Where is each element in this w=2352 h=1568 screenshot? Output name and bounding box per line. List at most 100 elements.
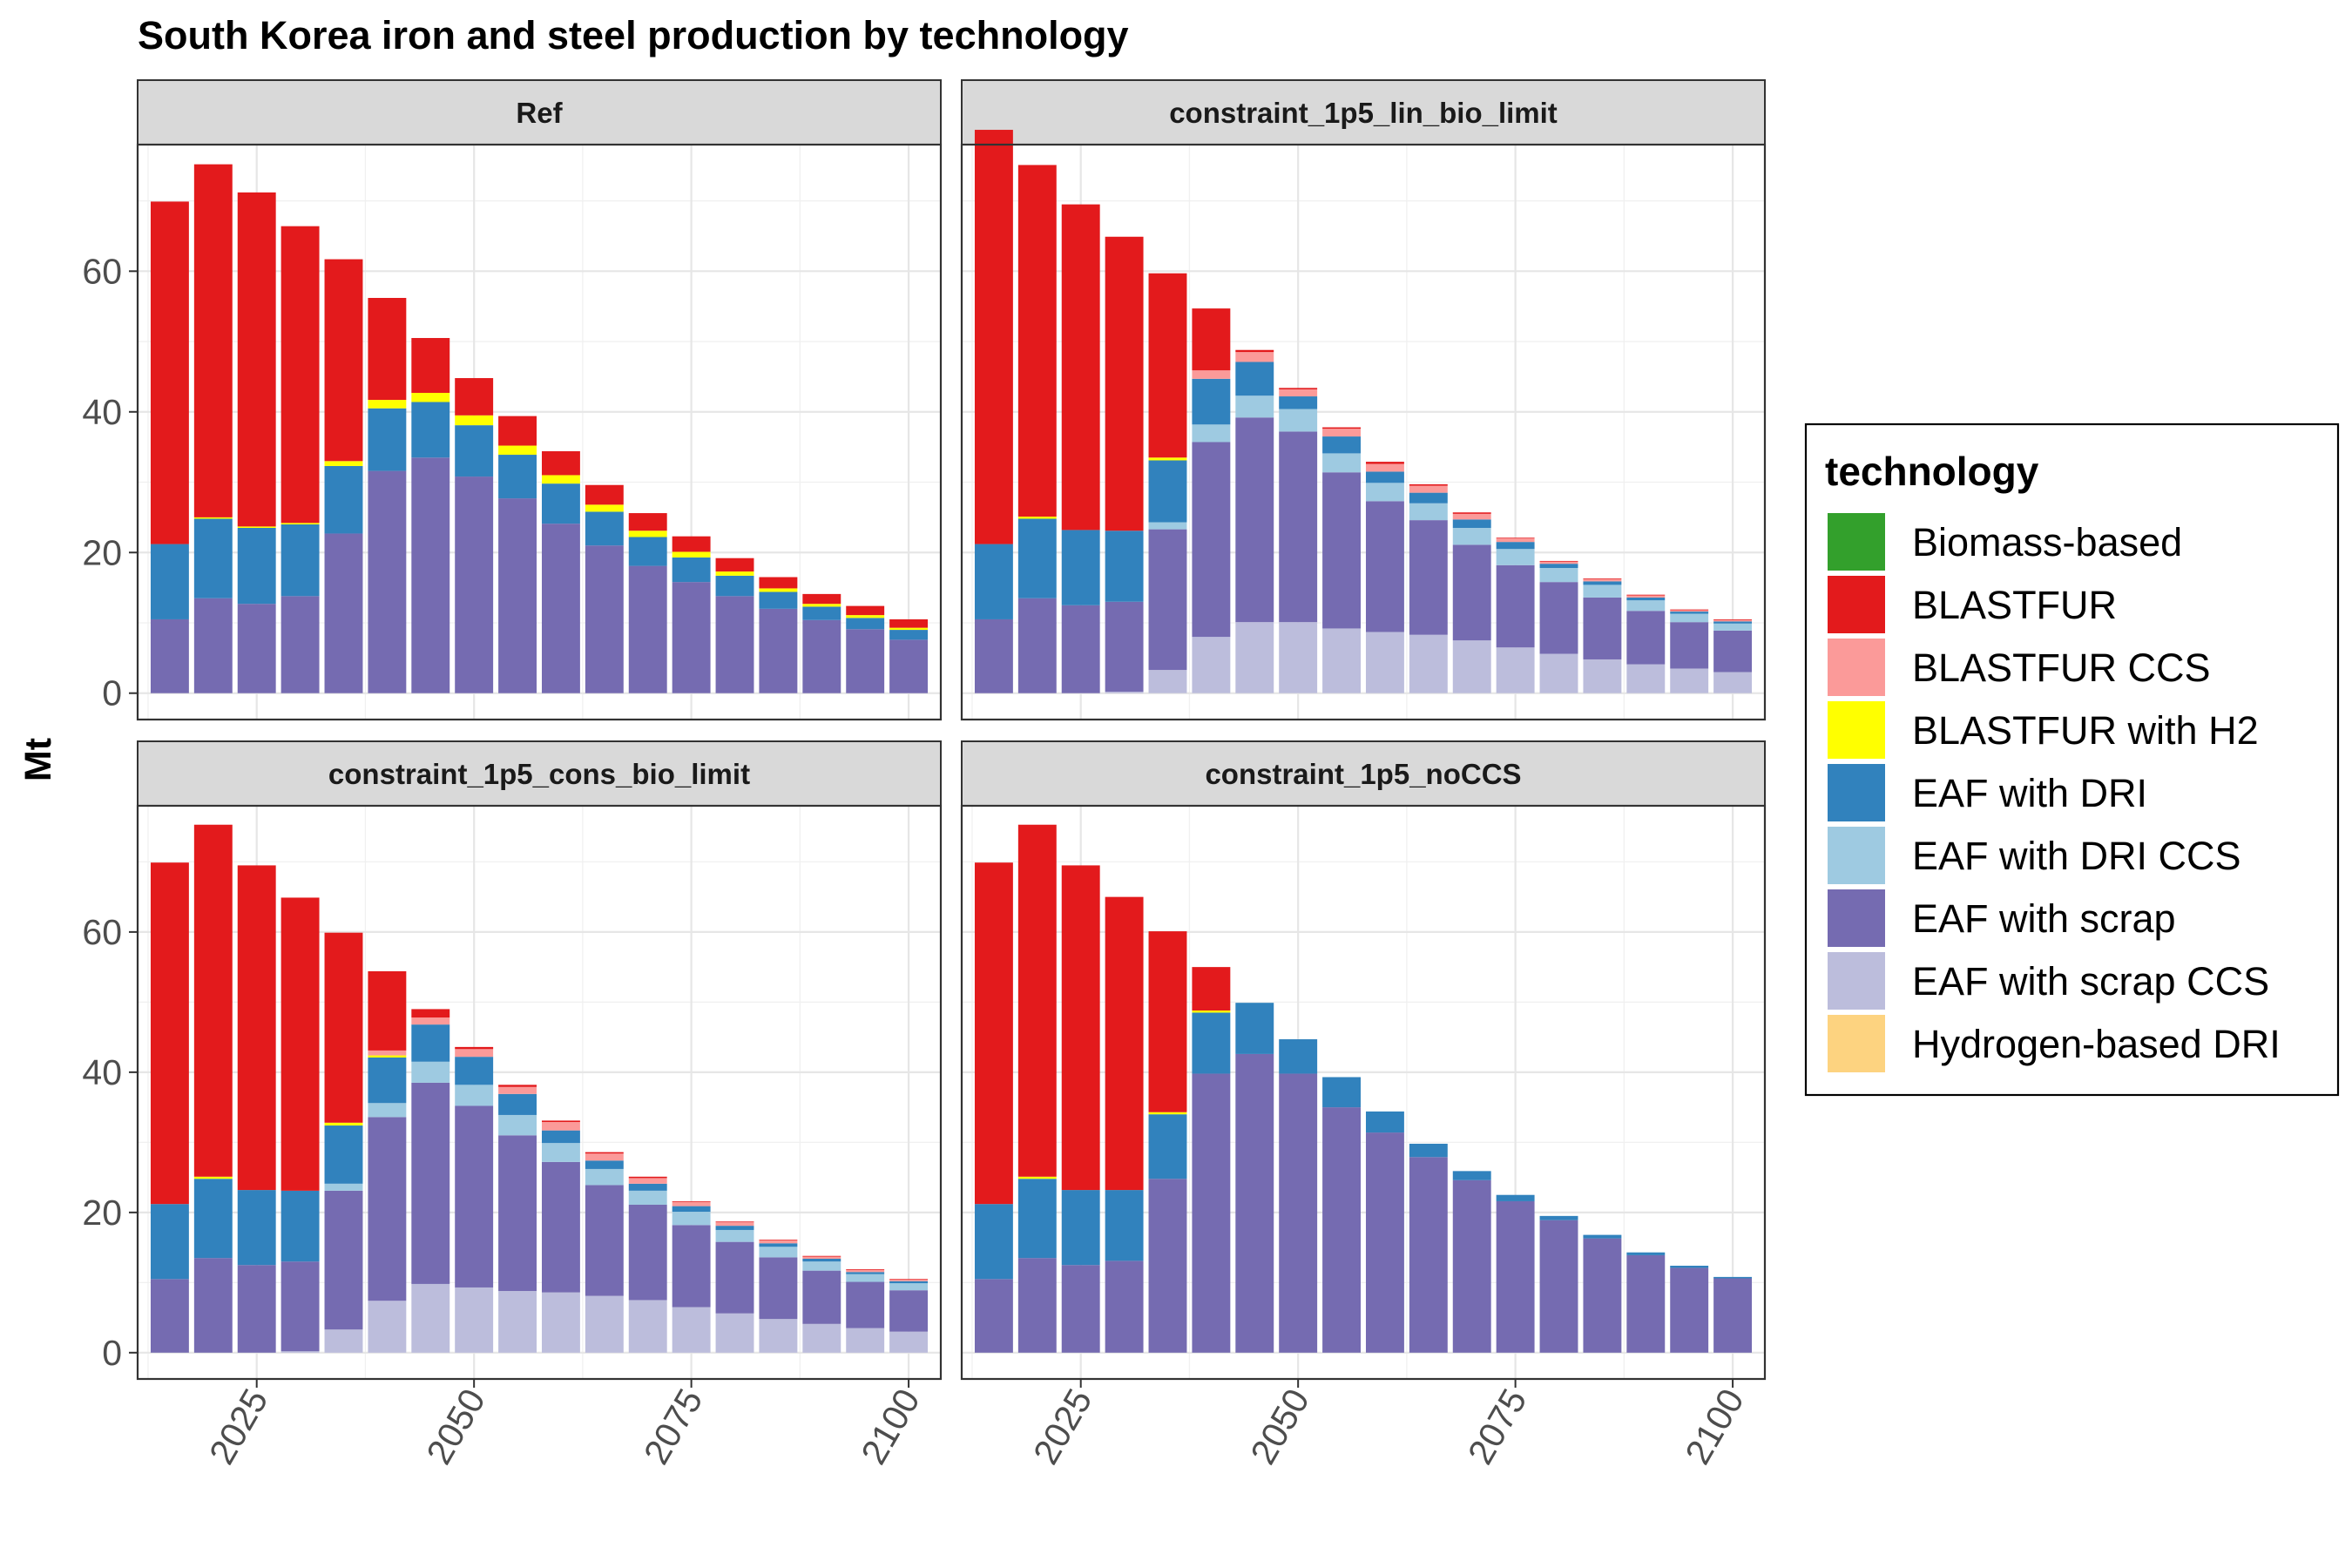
bar-blastfur-2035 [1148, 931, 1187, 1112]
bar-eaf-with-scrap-2100 [889, 1290, 929, 1332]
legend-item-blastfur-ccs: BLASTFUR CCS [1828, 639, 2211, 696]
bar-eaf-with-scrap-ccs-2045 [1235, 622, 1274, 693]
bar-blastfur-with-h2-2075 [672, 551, 711, 558]
bar-eaf-with-dri-2100 [1713, 1276, 1753, 1279]
bar-eaf-with-dri-2070 [1452, 1171, 1491, 1180]
bar-eaf-with-dri-2045 [1235, 1003, 1274, 1054]
bar-blastfur-2020 [193, 164, 233, 517]
bar-blastfur-with-h2-2040 [368, 400, 407, 409]
facet-strip-label-constraint-1p5-cons-bio-limit: constraint_1p5_cons_bio_limit [328, 758, 750, 790]
bar-eaf-with-scrap-ccs-2060 [541, 1292, 580, 1353]
chart-title: South Korea iron and steel production by… [138, 13, 1129, 57]
legend-item-biomass-based: Biomass-based [1828, 513, 2182, 571]
bar-eaf-with-scrap-2025 [1061, 1265, 1100, 1353]
y-tick-label: 20 [82, 532, 122, 572]
bar-blastfur-with-h2-2060 [541, 475, 580, 484]
bar-blastfur-2070 [628, 1176, 667, 1179]
bar-eaf-with-dri-2070 [628, 1183, 667, 1191]
bar-eaf-with-dri-2090 [1626, 1252, 1666, 1255]
bar-eaf-with-scrap-2040 [1192, 1073, 1231, 1353]
legend-label-biomass-based: Biomass-based [1912, 520, 2182, 564]
bar-blastfur-2030 [1105, 896, 1144, 1191]
bar-eaf-with-scrap-2025 [237, 604, 276, 693]
facet-constraint-1p5-cons-bio-limit: constraint_1p5_cons_bio_limit02040602025… [82, 740, 943, 1470]
legend-item-blastfur: BLASTFUR [1828, 576, 2117, 633]
bar-eaf-with-scrap-ccs-2080 [715, 1313, 754, 1353]
bar-blastfur-with-h2-2045 [411, 392, 450, 402]
bar-eaf-with-scrap-2050 [1279, 431, 1318, 623]
bar-blastfur-ccs-2080 [1539, 561, 1578, 564]
bar-eaf-with-scrap-2085 [759, 1257, 798, 1320]
bar-eaf-with-dri-2095 [1670, 612, 1709, 614]
y-tick-label: 0 [102, 673, 122, 713]
bar-eaf-with-scrap-2045 [1235, 417, 1274, 623]
bar-eaf-with-scrap-ccs-2075 [1496, 647, 1535, 693]
bar-eaf-with-dri-2050 [1279, 396, 1318, 409]
bar-blastfur-2045 [1235, 349, 1274, 353]
bar-blastfur-2040 [368, 970, 407, 1051]
bar-blastfur-ccs-2070 [1452, 513, 1491, 520]
bar-blastfur-2020 [1017, 165, 1057, 517]
bar-eaf-with-scrap-2050 [455, 1105, 494, 1288]
bar-blastfur-2060 [1365, 462, 1404, 464]
bar-eaf-with-scrap-2060 [541, 1161, 580, 1293]
bar-eaf-with-dri-2030 [280, 1190, 320, 1262]
bar-blastfur-ccs-2065 [585, 1153, 624, 1161]
y-tick-label: 20 [82, 1193, 122, 1233]
legend-swatch-blastfur-ccs [1828, 639, 1885, 696]
bar-eaf-with-scrap-2090 [802, 619, 841, 693]
bar-eaf-with-dri-ccs-2090 [1626, 600, 1666, 612]
bar-eaf-with-scrap-2075 [1496, 1200, 1535, 1353]
bar-eaf-with-scrap-2020 [193, 1258, 233, 1353]
bar-blastfur-ccs-2065 [1409, 485, 1448, 493]
bar-eaf-with-scrap-2025 [237, 1265, 276, 1353]
bar-blastfur-ccs-2075 [672, 1201, 711, 1206]
bar-eaf-with-dri-2085 [759, 591, 798, 609]
bar-eaf-with-dri-ccs-2065 [1409, 503, 1448, 521]
bar-eaf-with-dri-2055 [498, 1093, 537, 1115]
bar-eaf-with-dri-2085 [759, 1243, 798, 1247]
legend-label-blastfur-with-h2: BLASTFUR with H2 [1912, 708, 2259, 753]
bar-eaf-with-scrap-2100 [1713, 1278, 1753, 1353]
bar-blastfur-2025 [237, 192, 276, 527]
bar-eaf-with-scrap-2090 [802, 1270, 841, 1324]
bar-eaf-with-dri-ccs-2065 [585, 1168, 624, 1186]
bar-eaf-with-dri-ccs-2035 [324, 1183, 363, 1191]
bar-eaf-with-scrap-ccs-2070 [628, 1300, 667, 1353]
bar-eaf-with-scrap-ccs-2040 [1192, 637, 1231, 693]
panel-border-ref [136, 143, 943, 721]
bar-eaf-with-dri-2080 [1539, 564, 1578, 569]
bar-eaf-with-dri-ccs-2035 [1148, 522, 1187, 530]
legend-item-eaf-with-scrap-ccs: EAF with scrap CCS [1828, 952, 2269, 1010]
legend-swatch-blastfur [1828, 576, 1885, 633]
bar-blastfur-2085 [1583, 578, 1622, 579]
bar-blastfur-with-h2-2035 [1148, 1112, 1187, 1115]
bar-blastfur-with-h2-2100 [889, 627, 929, 631]
panel-border-constraint-1p5-lin-bio-limit [960, 143, 1767, 721]
bar-eaf-with-scrap-2065 [585, 545, 624, 693]
bar-eaf-with-dri-ccs-2045 [411, 1061, 450, 1083]
legend-swatch-biomass-based [1828, 513, 1885, 571]
bar-eaf-with-dri-ccs-2060 [1365, 483, 1404, 502]
bar-eaf-with-scrap-2030 [1105, 1260, 1144, 1353]
bar-eaf-with-dri-2095 [1670, 1266, 1709, 1268]
bar-blastfur-2050 [455, 1046, 494, 1050]
bar-eaf-with-scrap-2080 [715, 596, 754, 693]
bar-blastfur-2070 [628, 513, 667, 531]
facet-strip-constraint-1p5-lin-bio-limit [961, 79, 1766, 145]
bar-eaf-with-dri-2015 [974, 1204, 1013, 1280]
bar-eaf-with-scrap-2065 [585, 1185, 624, 1296]
bar-eaf-with-dri-2015 [150, 1204, 189, 1280]
bar-eaf-with-dri-ccs-2045 [1235, 395, 1274, 418]
bar-eaf-with-scrap-2020 [1017, 598, 1057, 693]
bar-blastfur-with-h2-2055 [498, 445, 537, 456]
y-tick-label: 40 [82, 1052, 122, 1092]
y-tick-label: 60 [82, 912, 122, 952]
legend-label-eaf-with-dri-ccs: EAF with DRI CCS [1912, 834, 2241, 878]
bar-eaf-with-dri-2020 [1017, 1179, 1057, 1259]
bar-eaf-with-dri-2020 [1017, 518, 1057, 598]
bar-eaf-with-dri-ccs-2070 [1452, 528, 1491, 545]
bar-eaf-with-dri-2085 [1583, 581, 1622, 585]
bar-eaf-with-dri-ccs-2055 [498, 1114, 537, 1136]
